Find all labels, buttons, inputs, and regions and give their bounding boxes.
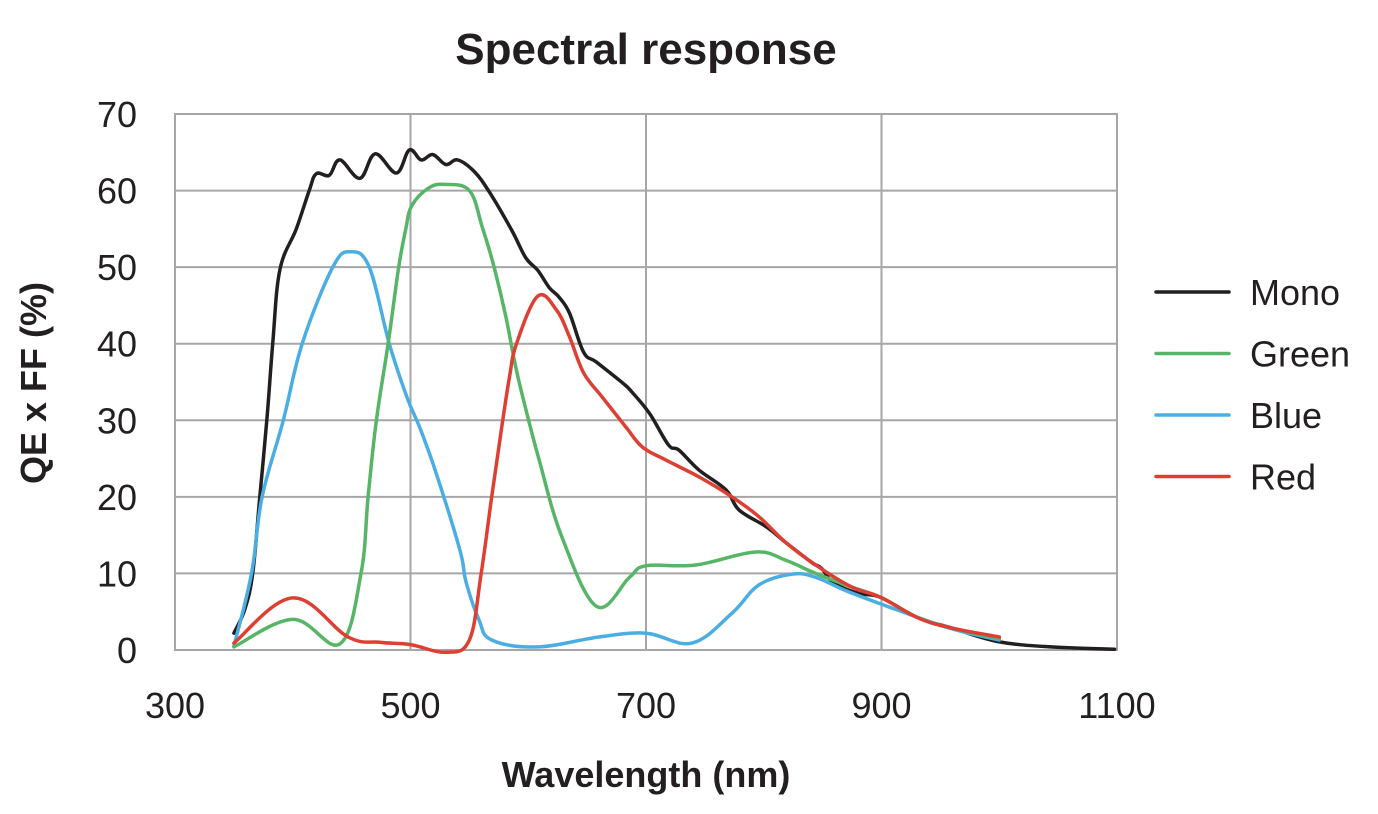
x-tick-label: 500 (380, 685, 440, 726)
chart-title: Spectral response (455, 25, 837, 74)
x-tick-label: 300 (145, 685, 205, 726)
legend-label: Green (1250, 334, 1350, 375)
y-tick-label: 0 (117, 630, 137, 671)
grid (174, 113, 1118, 651)
legend-label: Mono (1250, 272, 1340, 313)
legend-label: Red (1250, 457, 1316, 498)
legend: Mono Green Blue Red (1154, 272, 1350, 498)
legend-item-blue: Blue (1154, 395, 1322, 436)
series-line-red (232, 293, 1002, 655)
x-tick-label: 900 (851, 685, 911, 726)
legend-label: Blue (1250, 395, 1322, 436)
x-tick-label: 1100 (1078, 685, 1155, 726)
x-axis-label: Wavelength (nm) (502, 754, 791, 795)
x-tick-label: 700 (616, 685, 676, 726)
y-tick-label: 50 (97, 247, 137, 288)
series-line-blue (232, 250, 1002, 649)
y-tick-label: 60 (97, 171, 137, 212)
x-axis-ticks: 300 500 700 900 1100 (145, 685, 1156, 726)
y-axis-ticks: 0 10 20 30 40 50 60 70 (97, 94, 137, 671)
series-line-green (232, 182, 1002, 649)
y-axis-label: QE x FF (%) (13, 282, 54, 484)
plot-frame (174, 113, 1118, 651)
y-tick-label: 70 (97, 94, 137, 135)
legend-item-red: Red (1154, 457, 1316, 498)
y-tick-label: 10 (97, 553, 137, 594)
legend-item-green: Green (1154, 334, 1350, 375)
legend-item-mono: Mono (1154, 272, 1340, 313)
y-tick-label: 40 (97, 324, 137, 365)
y-tick-label: 30 (97, 400, 137, 441)
y-tick-label: 20 (97, 477, 137, 518)
series-lines (232, 147, 1117, 655)
